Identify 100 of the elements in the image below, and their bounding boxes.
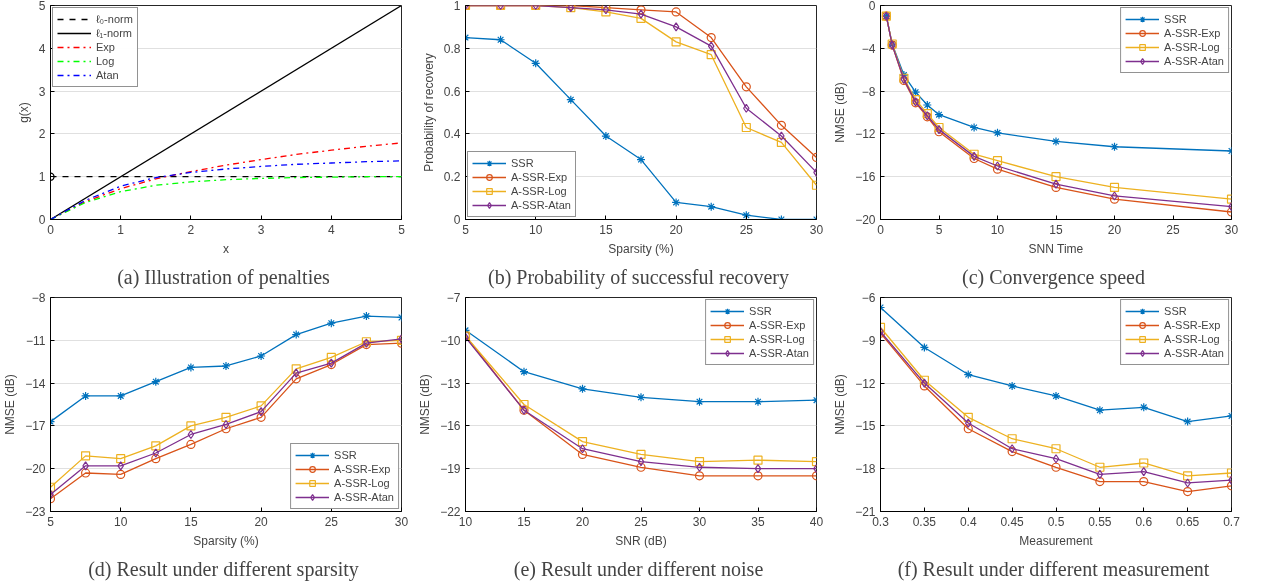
legend-label: A-SSR-Exp bbox=[334, 462, 391, 476]
y-axis-title: NMSE (dB) bbox=[833, 374, 848, 435]
y-tick-label: −20 bbox=[25, 462, 46, 477]
x-tick-label: 5 bbox=[398, 222, 406, 237]
y-tick-label: 0 bbox=[38, 213, 46, 227]
y-tick-label: −17 bbox=[25, 419, 46, 434]
x-axis-title: SNR (dB) bbox=[615, 533, 667, 548]
legend-label: A-SSR-Log bbox=[334, 476, 390, 490]
x-tick-label: 0.4 bbox=[959, 514, 977, 529]
x-tick-label: 10 bbox=[990, 222, 1005, 237]
x-axis-title: Measurement bbox=[1019, 533, 1094, 548]
x-axis-title: Sparsity (%) bbox=[608, 241, 674, 256]
legend-label: ℓ₀-norm bbox=[96, 12, 133, 26]
y-tick-label: −13 bbox=[440, 376, 461, 391]
y-tick-label: −11 bbox=[26, 333, 46, 348]
y-tick-label: 0.4 bbox=[443, 127, 461, 142]
y-tick-label: −20 bbox=[855, 213, 876, 227]
legend-label: A-SSR-Atan bbox=[334, 490, 394, 504]
x-tick-label: 30 bbox=[809, 222, 824, 237]
x-axis-title: Sparsity (%) bbox=[193, 533, 259, 548]
text: (b) Probability of successful recovery bbox=[487, 265, 790, 289]
x-axis-title: SNN Time bbox=[1028, 241, 1084, 256]
x-tick-label: 5 bbox=[935, 222, 943, 237]
x-tick-label: 15 bbox=[599, 222, 613, 237]
y-axis-title: g(x) bbox=[16, 102, 31, 123]
y-tick-label: −8 bbox=[861, 84, 876, 99]
y-tick-label: 0.8 bbox=[443, 41, 461, 56]
x-tick-label: 35 bbox=[751, 514, 765, 529]
legend-label: Log bbox=[96, 54, 116, 68]
x-tick-label: 0.6 bbox=[1135, 514, 1153, 529]
legend-label: A-SSR-Log bbox=[1164, 40, 1220, 54]
y-tick-label: −8 bbox=[31, 291, 46, 305]
legend-label: A-SSR-Atan bbox=[1164, 54, 1224, 68]
text: (e) Result under different noise bbox=[513, 557, 764, 581]
x-tick-label: 10 bbox=[458, 514, 473, 529]
x-axis-title: x bbox=[223, 241, 229, 256]
y-tick-label: −15 bbox=[855, 419, 876, 434]
x-tick-label: 25 bbox=[634, 514, 648, 529]
legend-label: A-SSR-Exp bbox=[1164, 26, 1221, 40]
legend-label: Exp bbox=[96, 40, 116, 54]
y-tick-label: −10 bbox=[440, 333, 461, 348]
legend-label: A-SSR-Atan bbox=[749, 346, 809, 360]
text: (f) Result under different measurement bbox=[897, 557, 1210, 581]
x-tick-label: 30 bbox=[1224, 222, 1239, 237]
y-axis-title: NMSE (dB) bbox=[833, 82, 848, 143]
legend-label: A-SSR-Log bbox=[749, 332, 805, 346]
x-tick-label: 0.5 bbox=[1047, 514, 1065, 529]
legend-label: A-SSR-Atan bbox=[1164, 346, 1224, 360]
y-tick-label: 0 bbox=[868, 0, 876, 13]
y-tick-label: −19 bbox=[440, 462, 461, 477]
legend-label: A-SSR-Exp bbox=[1164, 318, 1221, 332]
legend-label: SSR bbox=[749, 304, 772, 318]
x-tick-label: 4 bbox=[327, 222, 335, 237]
y-axis-title: NMSE (dB) bbox=[418, 374, 433, 435]
x-tick-label: 3 bbox=[257, 222, 265, 237]
y-tick-label: −16 bbox=[855, 170, 876, 185]
x-tick-label: 40 bbox=[809, 514, 824, 529]
x-tick-label: 2 bbox=[187, 222, 195, 237]
x-tick-label: 25 bbox=[739, 222, 754, 237]
y-tick-label: −4 bbox=[861, 41, 876, 56]
legend-label: SSR bbox=[334, 448, 357, 462]
y-tick-label: 0.6 bbox=[443, 84, 461, 99]
text: (d) Result under different sparsity bbox=[88, 557, 359, 581]
x-tick-label: 25 bbox=[324, 514, 339, 529]
y-axis-title: Probability of recovery bbox=[421, 53, 436, 172]
x-tick-label: 1 bbox=[117, 222, 125, 237]
y-tick-label: −6 bbox=[861, 291, 876, 305]
y-axis-title: NMSE (dB) bbox=[3, 374, 18, 435]
x-tick-label: 0.7 bbox=[1223, 514, 1241, 529]
x-tick-label: 0.65 bbox=[1175, 514, 1200, 529]
y-tick-label: −12 bbox=[855, 376, 876, 391]
y-tick-label: −22 bbox=[440, 505, 461, 519]
y-tick-label: −7 bbox=[446, 291, 461, 305]
legend-label: A-SSR-Atan bbox=[511, 198, 571, 212]
y-tick-label: 5 bbox=[38, 0, 46, 13]
y-tick-label: −12 bbox=[855, 127, 876, 142]
x-tick-label: 30 bbox=[394, 514, 409, 529]
y-tick-label: 1 bbox=[453, 0, 461, 13]
x-tick-label: 15 bbox=[517, 514, 531, 529]
y-tick-label: −18 bbox=[855, 462, 876, 477]
y-tick-label: −14 bbox=[25, 376, 46, 391]
x-tick-label: 10 bbox=[529, 222, 543, 237]
legend-label: ℓ₁-norm bbox=[96, 26, 132, 40]
legend-label: SSR bbox=[1164, 304, 1187, 318]
legend-label: A-SSR-Log bbox=[1164, 332, 1220, 346]
x-tick-label: 0.35 bbox=[912, 514, 937, 529]
legend-label: SSR bbox=[1164, 12, 1187, 26]
y-tick-label: −23 bbox=[25, 505, 46, 519]
y-tick-label: 1 bbox=[38, 170, 46, 185]
x-tick-label: 10 bbox=[114, 514, 128, 529]
x-tick-label: 15 bbox=[1049, 222, 1063, 237]
x-tick-label: 0.55 bbox=[1088, 514, 1112, 529]
x-tick-label: 20 bbox=[254, 514, 269, 529]
legend-label: A-SSR-Log bbox=[511, 184, 567, 198]
legend-label: A-SSR-Exp bbox=[749, 318, 806, 332]
y-tick-label: 2 bbox=[38, 127, 46, 142]
text: (c) Convergence speed bbox=[962, 265, 1145, 289]
x-tick-label: 30 bbox=[692, 514, 707, 529]
y-tick-label: −9 bbox=[861, 333, 876, 348]
x-tick-label: 25 bbox=[1166, 222, 1180, 237]
